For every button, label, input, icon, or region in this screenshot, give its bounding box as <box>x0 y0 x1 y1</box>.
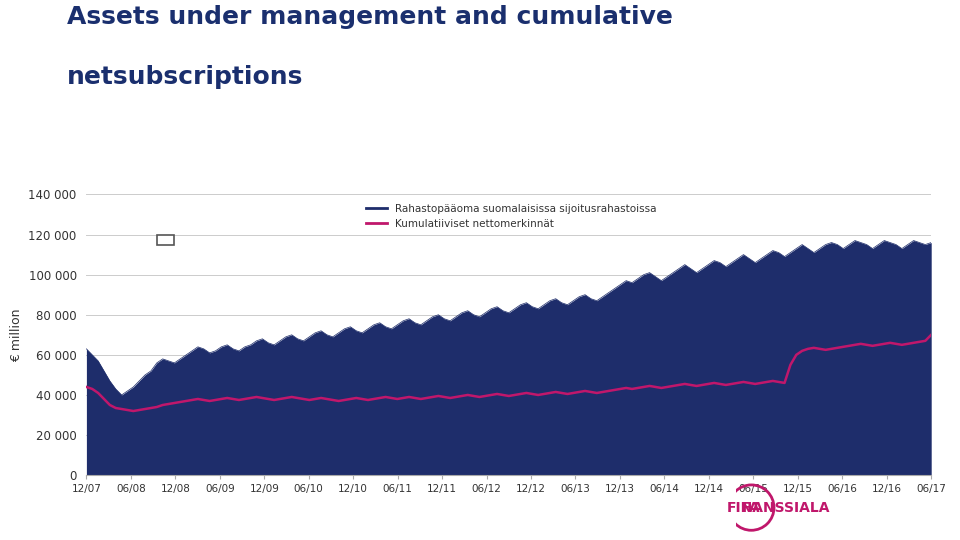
Text: Assets under management and cumulative: Assets under management and cumulative <box>67 5 673 29</box>
Legend: Rahastopääoma suomalaisissa sijoitusrahastoissa, Kumulatiiviset nettomerkinnät: Rahastopääoma suomalaisissa sijoitusraha… <box>362 200 660 233</box>
Y-axis label: € million: € million <box>10 308 23 362</box>
Text: netsubscriptions: netsubscriptions <box>67 65 303 89</box>
Text: FA: FA <box>742 501 760 515</box>
Text: FINANSSIALA: FINANSSIALA <box>727 501 830 515</box>
Bar <box>156 234 175 245</box>
